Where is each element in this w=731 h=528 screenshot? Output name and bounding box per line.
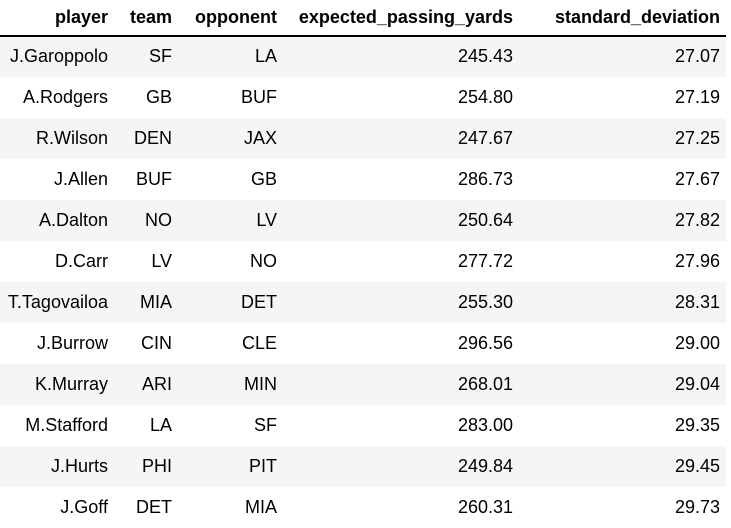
- cell-team: BUF: [114, 159, 178, 200]
- cell-expected_passing_yards: 247.67: [283, 118, 519, 159]
- cell-standard_deviation: 27.19: [519, 77, 726, 118]
- cell-player: J.Burrow: [0, 323, 114, 364]
- cell-player: A.Dalton: [0, 200, 114, 241]
- cell-player: J.Goff: [0, 487, 114, 528]
- cell-opponent: LV: [178, 200, 283, 241]
- table-row: R.Wilson DEN JAX 247.67 27.25: [0, 118, 726, 159]
- cell-expected_passing_yards: 255.30: [283, 282, 519, 323]
- table-row: J.Allen BUF GB 286.73 27.67: [0, 159, 726, 200]
- cell-opponent: GB: [178, 159, 283, 200]
- cell-standard_deviation: 28.31: [519, 282, 726, 323]
- table-row: A.Dalton NO LV 250.64 27.82: [0, 200, 726, 241]
- cell-standard_deviation: 27.07: [519, 36, 726, 77]
- column-header-opponent: opponent: [178, 0, 283, 37]
- cell-expected_passing_yards: 254.80: [283, 77, 519, 118]
- cell-player: M.Stafford: [0, 405, 114, 446]
- cell-opponent: CLE: [178, 323, 283, 364]
- column-header-player: player: [0, 0, 114, 37]
- cell-standard_deviation: 29.73: [519, 487, 726, 528]
- cell-opponent: PIT: [178, 446, 283, 487]
- table-row: T.Tagovailoa MIA DET 255.30 28.31: [0, 282, 726, 323]
- cell-standard_deviation: 29.35: [519, 405, 726, 446]
- cell-team: CIN: [114, 323, 178, 364]
- cell-team: LA: [114, 405, 178, 446]
- cell-opponent: SF: [178, 405, 283, 446]
- cell-player: J.Hurts: [0, 446, 114, 487]
- cell-standard_deviation: 27.25: [519, 118, 726, 159]
- cell-expected_passing_yards: 260.31: [283, 487, 519, 528]
- cell-opponent: LA: [178, 36, 283, 77]
- cell-expected_passing_yards: 268.01: [283, 364, 519, 405]
- cell-expected_passing_yards: 283.00: [283, 405, 519, 446]
- cell-team: NO: [114, 200, 178, 241]
- table-row: M.Stafford LA SF 283.00 29.35: [0, 405, 726, 446]
- cell-expected_passing_yards: 250.64: [283, 200, 519, 241]
- cell-expected_passing_yards: 286.73: [283, 159, 519, 200]
- table-row: J.Goff DET MIA 260.31 29.73: [0, 487, 726, 528]
- table-header: player team opponent expected_passing_ya…: [0, 0, 726, 37]
- cell-expected_passing_yards: 277.72: [283, 241, 519, 282]
- cell-player: J.Allen: [0, 159, 114, 200]
- cell-standard_deviation: 27.67: [519, 159, 726, 200]
- cell-team: MIA: [114, 282, 178, 323]
- cell-standard_deviation: 27.82: [519, 200, 726, 241]
- cell-opponent: JAX: [178, 118, 283, 159]
- cell-standard_deviation: 29.45: [519, 446, 726, 487]
- cell-team: SF: [114, 36, 178, 77]
- cell-team: LV: [114, 241, 178, 282]
- cell-opponent: MIN: [178, 364, 283, 405]
- cell-standard_deviation: 27.96: [519, 241, 726, 282]
- table-row: K.Murray ARI MIN 268.01 29.04: [0, 364, 726, 405]
- cell-standard_deviation: 29.04: [519, 364, 726, 405]
- table-body: J.Garoppolo SF LA 245.43 27.07 A.Rodgers GB BUF…: [0, 36, 726, 528]
- cell-expected_passing_yards: 249.84: [283, 446, 519, 487]
- cell-expected_passing_yards: 296.56: [283, 323, 519, 364]
- cell-opponent: DET: [178, 282, 283, 323]
- table-row: J.Hurts PHI PIT 249.84 29.45: [0, 446, 726, 487]
- cell-expected_passing_yards: 245.43: [283, 36, 519, 77]
- table-row: D.Carr LV NO 277.72 27.96: [0, 241, 726, 282]
- cell-opponent: MIA: [178, 487, 283, 528]
- table-row: J.Burrow CIN CLE 296.56 29.00: [0, 323, 726, 364]
- cell-player: T.Tagovailoa: [0, 282, 114, 323]
- cell-opponent: NO: [178, 241, 283, 282]
- cell-team: PHI: [114, 446, 178, 487]
- column-header-team: team: [114, 0, 178, 37]
- column-header-standard-deviation: standard_deviation: [519, 0, 726, 37]
- header-row: player team opponent expected_passing_ya…: [0, 0, 726, 37]
- cell-player: A.Rodgers: [0, 77, 114, 118]
- table-row: A.Rodgers GB BUF 254.80 27.19: [0, 77, 726, 118]
- table-row: J.Garoppolo SF LA 245.43 27.07: [0, 36, 726, 77]
- column-header-expected-passing-yards: expected_passing_yards: [283, 0, 519, 37]
- cell-player: J.Garoppolo: [0, 36, 114, 77]
- cell-standard_deviation: 29.00: [519, 323, 726, 364]
- cell-player: D.Carr: [0, 241, 114, 282]
- cell-player: K.Murray: [0, 364, 114, 405]
- cell-player: R.Wilson: [0, 118, 114, 159]
- cell-team: DET: [114, 487, 178, 528]
- cell-opponent: BUF: [178, 77, 283, 118]
- cell-team: DEN: [114, 118, 178, 159]
- cell-team: GB: [114, 77, 178, 118]
- cell-team: ARI: [114, 364, 178, 405]
